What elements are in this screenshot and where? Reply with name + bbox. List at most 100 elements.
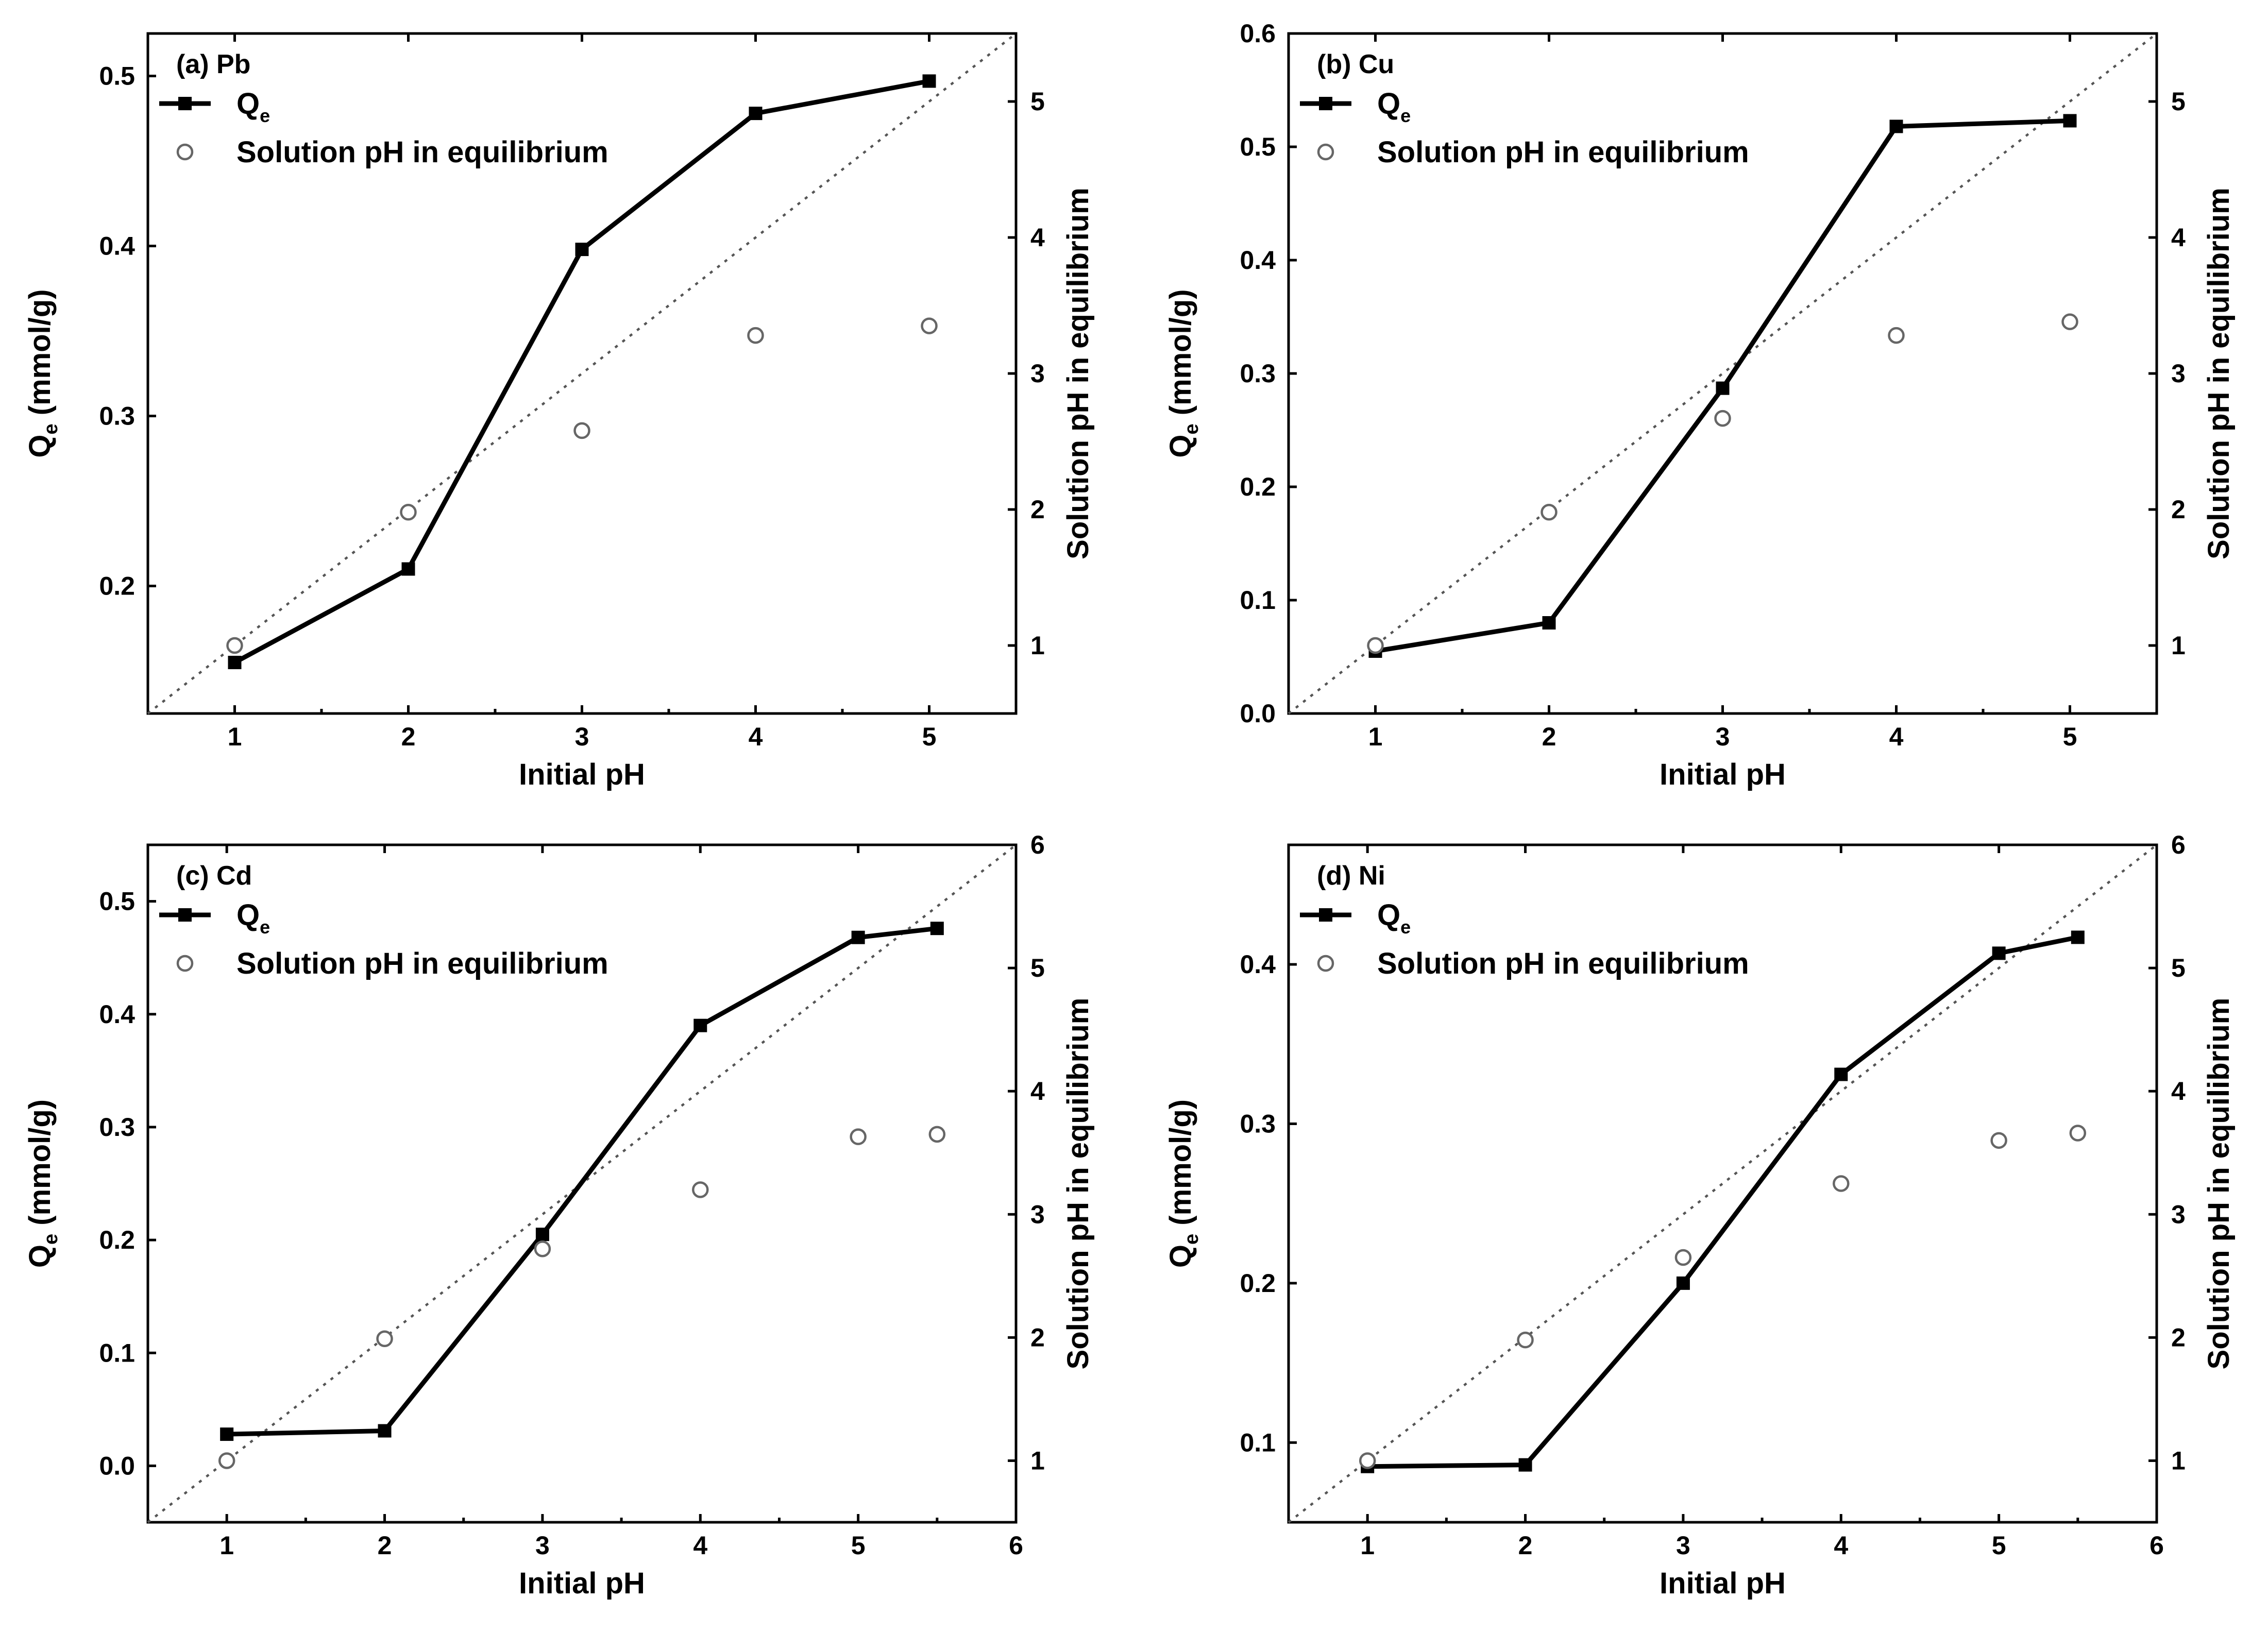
panel-title: (d) Ni xyxy=(1317,861,1385,891)
legend-marker-qe xyxy=(178,97,192,110)
y2-tick-label: 3 xyxy=(2171,1200,2186,1229)
y-axis-title: Qe (mmol/g) xyxy=(23,1099,62,1268)
x-axis-title: Initial pH xyxy=(519,1567,645,1600)
x-tick-label: 3 xyxy=(575,722,589,751)
qe-point xyxy=(535,1228,549,1242)
qe-point xyxy=(1834,1067,1848,1081)
x-tick-label: 4 xyxy=(1834,1531,1848,1560)
plot-frame xyxy=(146,843,1018,1524)
y2-axis-title: Solution pH in equilibrium xyxy=(2202,188,2236,559)
y-tick-label: 0.1 xyxy=(1240,586,1276,615)
qe-point xyxy=(930,922,944,936)
ph-point xyxy=(1833,1175,1850,1192)
x-tick-label: 5 xyxy=(922,722,937,751)
x-tick-label: 5 xyxy=(1992,1531,2006,1560)
y2-tick-label: 4 xyxy=(2171,1077,2186,1106)
qe-point xyxy=(851,930,865,944)
y-tick-label: 0.5 xyxy=(99,887,135,916)
legend-label-qe: Qe xyxy=(236,87,270,126)
y-axis-title-q: Q xyxy=(23,435,57,458)
qe-point xyxy=(1676,1276,1690,1290)
legend-label-qe: Qe xyxy=(1377,87,1411,126)
panel-title: (a) Pb xyxy=(176,49,250,79)
ph-point xyxy=(573,422,590,439)
ph-point xyxy=(534,1240,551,1257)
x-axis-title: Initial pH xyxy=(519,758,645,791)
x-tick-label: 4 xyxy=(693,1531,707,1560)
ph-point xyxy=(400,504,417,521)
ph-point xyxy=(850,1128,867,1145)
y-tick-label: 0.2 xyxy=(1240,1269,1276,1298)
ph-point xyxy=(921,317,938,334)
legend-label-qe: Qe xyxy=(1377,898,1411,938)
qe-point xyxy=(228,656,242,669)
legend-label-qe-sub: e xyxy=(1400,105,1411,126)
legend-marker-qe xyxy=(1319,97,1332,110)
ph-point xyxy=(1367,637,1384,654)
x-tick-label: 5 xyxy=(2063,722,2077,751)
qe-series-line xyxy=(1367,935,2078,1469)
qe-point xyxy=(1889,120,1903,133)
ph-point xyxy=(218,1452,235,1469)
panel-1: 1 2 3 4 5 0.2 0.3 0.4 0.5 1 2 3 4 5 Initial pH Qe (mmol… xyxy=(23,32,1095,791)
ph-point xyxy=(928,1126,946,1143)
ph-point xyxy=(2061,313,2078,330)
y-tick-label: 0.4 xyxy=(99,232,135,261)
y-tick-label: 0.4 xyxy=(99,1000,135,1029)
y-axis-title-unit: (mmol/g) xyxy=(1164,1099,1197,1234)
x-tick-label: 2 xyxy=(1518,1531,1533,1560)
legend-label-ph: Solution pH in equilibrium xyxy=(1377,135,1749,169)
x-tick-label: 1 xyxy=(228,722,242,751)
ph-point xyxy=(1888,327,1905,344)
legend-label-qe-main: Q xyxy=(236,898,260,932)
panel-title: (c) Cd xyxy=(176,861,252,891)
x-tick-label: 6 xyxy=(2149,1531,2164,1560)
plot-frame xyxy=(1287,843,2158,1524)
y-tick-label: 0.4 xyxy=(1240,950,1276,979)
legend-label-qe-sub: e xyxy=(260,105,270,126)
qe-point xyxy=(2071,930,2085,944)
y-axis-title-q: Q xyxy=(23,1245,57,1268)
y-axis-title-unit: (mmol/g) xyxy=(1164,289,1197,423)
x-tick-label: 1 xyxy=(1360,1531,1375,1560)
reference-diagonal xyxy=(147,32,1017,715)
y-tick-label: 0.2 xyxy=(99,1226,135,1254)
y-axis-title-unit: (mmol/g) xyxy=(23,1099,57,1234)
y-tick-label: 0.3 xyxy=(99,402,135,431)
panel-4: 1 2 3 4 5 6 0.1 0.2 0.3 0.4 1 2 3 4 5 6 Initial pH Qe (mm… xyxy=(1164,830,2236,1600)
y-tick-label: 0.3 xyxy=(1240,359,1276,388)
qe-point xyxy=(1542,616,1556,630)
y-axis-title: Qe (mmol/g) xyxy=(1164,1099,1203,1268)
legend-label-qe-main: Q xyxy=(1377,87,1400,121)
x-axis-title: Initial pH xyxy=(1660,1567,1786,1600)
qe-point xyxy=(1992,946,2006,960)
y-axis-title-sub: e xyxy=(40,1234,62,1245)
y-tick-label: 0.0 xyxy=(1240,699,1276,728)
y-axis-title-sub: e xyxy=(1181,423,1203,434)
y2-tick-label: 1 xyxy=(2171,1446,2186,1475)
legend-marker-ph xyxy=(1317,143,1334,161)
y-tick-label: 0.5 xyxy=(99,62,135,91)
qe-point xyxy=(401,562,415,576)
legend-label-qe-main: Q xyxy=(236,87,260,121)
y-axis-title-unit: (mmol/g) xyxy=(23,289,57,423)
qe-point xyxy=(220,1427,234,1441)
legend-label-ph: Solution pH in equilibrium xyxy=(1377,947,1749,980)
ph-point xyxy=(747,327,764,344)
y2-tick-label: 4 xyxy=(2171,223,2186,252)
ph-point xyxy=(692,1181,709,1198)
x-tick-label: 1 xyxy=(219,1531,234,1560)
legend-marker-ph xyxy=(1317,955,1334,972)
y-axis-title-q: Q xyxy=(1164,1245,1197,1268)
legend-label-ph: Solution pH in equilibrium xyxy=(236,947,608,980)
ph-point xyxy=(226,637,243,654)
legend-label-ph: Solution pH in equilibrium xyxy=(236,135,608,169)
y-axis-title: Qe (mmol/g) xyxy=(1164,289,1203,457)
y2-tick-label: 4 xyxy=(1030,1077,1045,1106)
ph-point xyxy=(1517,1331,1534,1349)
ph-point xyxy=(1541,504,1558,521)
legend-label-qe-sub: e xyxy=(260,916,270,938)
ph-point xyxy=(1990,1132,2007,1149)
legend-label-qe-sub: e xyxy=(1400,916,1411,938)
panel-2: 1 2 3 4 5 0.0 0.1 0.2 0.3 0.4 0.5 0.6 1 2 3 4 5 Initial p… xyxy=(1164,19,2236,791)
